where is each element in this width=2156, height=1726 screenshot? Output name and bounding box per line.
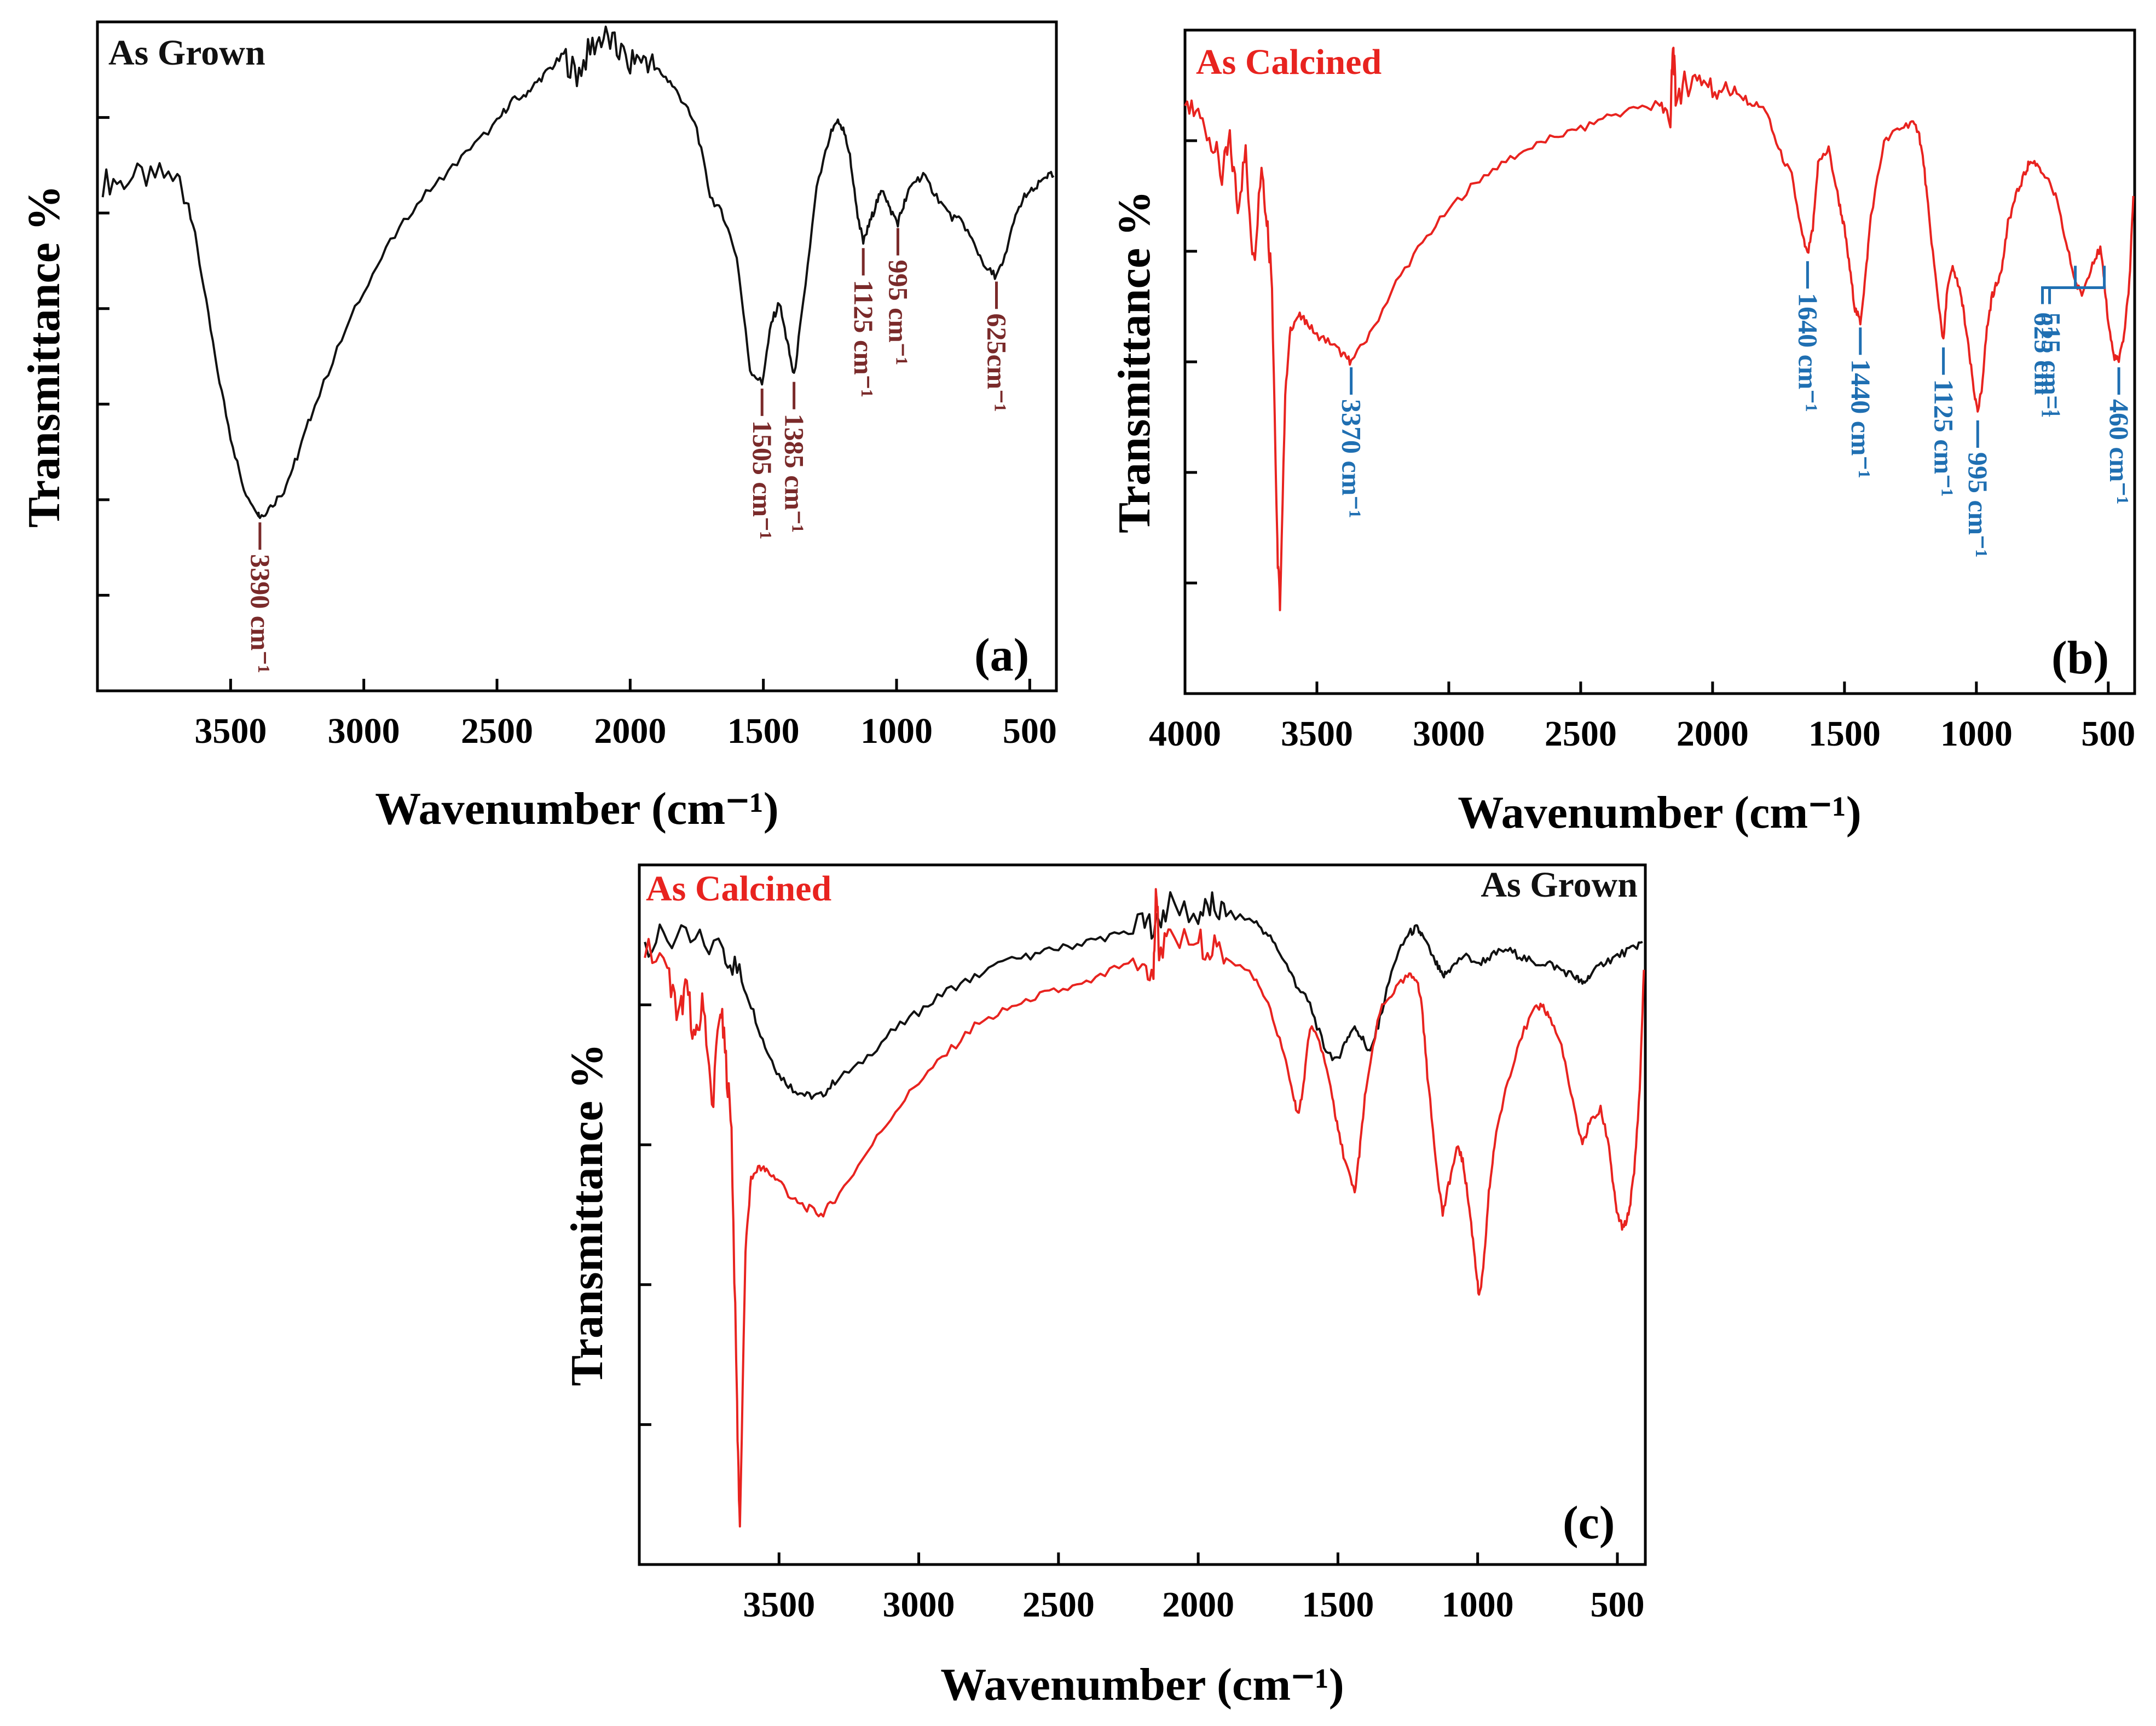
panel-a-y-ticks [97, 116, 109, 597]
panel-c-overlay: 3500 3000 2500 2000 1500 1000 500 As Calcined … [562, 863, 1647, 1710]
peak-label: 995 cm⁻¹ [883, 260, 914, 366]
x-tick-label: 2000 [1162, 1585, 1234, 1625]
x-tick-label: 4000 [1149, 714, 1221, 754]
panel-c-ylabel: Transmittance % [562, 1043, 612, 1386]
x-tick-label: 2500 [1022, 1585, 1095, 1625]
panel-a-peak-labels: 3390 cm⁻¹ 1505 cm⁻¹ 1385 cm⁻¹ 1125 cm⁻¹ 995 … [245, 228, 1013, 673]
panel-a-x-ticks: 3500 3000 2500 2000 1500 1000 500 [194, 679, 1057, 751]
x-tick-label: 1000 [1940, 714, 2013, 754]
x-tick-label: 2500 [461, 711, 533, 751]
series-as-grown [644, 891, 1643, 1100]
panel-b-y-ticks [1185, 139, 1197, 585]
x-tick-label: 2500 [1545, 714, 1617, 754]
panel-c-y-ticks [639, 1003, 651, 1426]
peak-label: 1440 cm⁻¹ [1846, 359, 1876, 478]
panel-c-plot-frame [638, 863, 1647, 1566]
x-tick-label: 1500 [727, 711, 800, 751]
panel-c-x-ticks: 3500 3000 2500 2000 1500 1000 500 [743, 1552, 1644, 1625]
panel-a-xlabel: Wavenumber (cm⁻¹) [375, 783, 779, 834]
panel-c-xlabel: Wavenumber (cm⁻¹) [940, 1659, 1344, 1710]
panel-c-letter: (c) [1563, 1496, 1615, 1549]
peak-label: 515 cm⁻¹ [2036, 313, 2067, 418]
x-tick-label: 500 [1590, 1585, 1644, 1625]
peak-label: 625cm⁻¹ [982, 313, 1013, 412]
peak-label: 1640 cm⁻¹ [1793, 293, 1823, 412]
panel-c-series [644, 888, 1645, 1528]
series-as-calcined [1184, 47, 2135, 611]
x-tick-label: 3500 [194, 711, 267, 751]
x-tick-label: 1000 [1442, 1585, 1514, 1625]
peak-label: 625 cm⁻¹ [2029, 313, 2060, 418]
peak-marker [2041, 265, 2077, 304]
peak-label: 460 cm⁻¹ [2104, 399, 2135, 505]
series-as-grown [101, 25, 1055, 519]
panel-b-series [1184, 47, 2135, 611]
panel-b-plot-frame [1183, 28, 2136, 695]
peak-marker [2048, 265, 2106, 304]
panel-a-corner-label: As Grown [108, 33, 265, 73]
panel-a-ylabel: Transmittance % [19, 185, 70, 528]
x-tick-label: 3000 [883, 1585, 955, 1625]
series-as-calcined [644, 888, 1645, 1528]
peak-label: 995 cm⁻¹ [1963, 452, 1993, 558]
panel-a-series [101, 25, 1055, 519]
peak-label: 1125 cm⁻¹ [1929, 379, 1960, 497]
peak-label: 1385 cm⁻¹ [779, 414, 810, 533]
x-tick-label: 1000 [860, 711, 933, 751]
panel-c-corner-label-left: As Calcined [646, 869, 831, 909]
panel-a-plot-frame [96, 20, 1058, 692]
peak-label: 3370 cm⁻¹ [1337, 399, 1367, 518]
peak-label: 1505 cm⁻¹ [747, 420, 778, 540]
x-tick-label: 500 [1003, 711, 1057, 751]
x-tick-label: 500 [2081, 714, 2135, 754]
x-tick-label: 3500 [743, 1585, 815, 1625]
x-tick-label: 3000 [328, 711, 400, 751]
x-tick-label: 2000 [594, 711, 666, 751]
x-tick-label: 1500 [1808, 714, 1881, 754]
panel-a-as-grown: 3500 3000 2500 2000 1500 1000 500 3390 cm⁻¹ 150… [19, 20, 1058, 834]
peak-label: 1125 cm⁻¹ [848, 280, 879, 397]
panel-b-xlabel: Wavenumber (cm⁻¹) [1458, 787, 1862, 838]
panel-b-ylabel: Transmittance % [1109, 191, 1160, 533]
x-tick-label: 3500 [1281, 714, 1353, 754]
panel-c-corner-label-right: As Grown [1481, 865, 1638, 905]
x-tick-label: 3000 [1413, 714, 1485, 754]
panel-b-as-calcined: 4000 3500 3000 2500 2000 1500 1000 500 3370 cm⁻… [1109, 28, 2136, 838]
panel-b-corner-label: As Calcined [1196, 42, 1382, 82]
x-tick-label: 2000 [1677, 714, 1749, 754]
panel-b-x-ticks: 4000 3500 3000 2500 2000 1500 1000 500 [1149, 682, 2135, 754]
panel-b-peak-labels: 3370 cm⁻¹ 1640 cm⁻¹ 1440 cm⁻¹ 1125 cm⁻¹995 … [1337, 261, 2135, 558]
peak-label: 3390 cm⁻¹ [245, 554, 276, 673]
x-tick-label: 1500 [1302, 1585, 1374, 1625]
panel-a-letter: (a) [974, 628, 1029, 681]
panel-b-letter: (b) [2051, 631, 2109, 684]
